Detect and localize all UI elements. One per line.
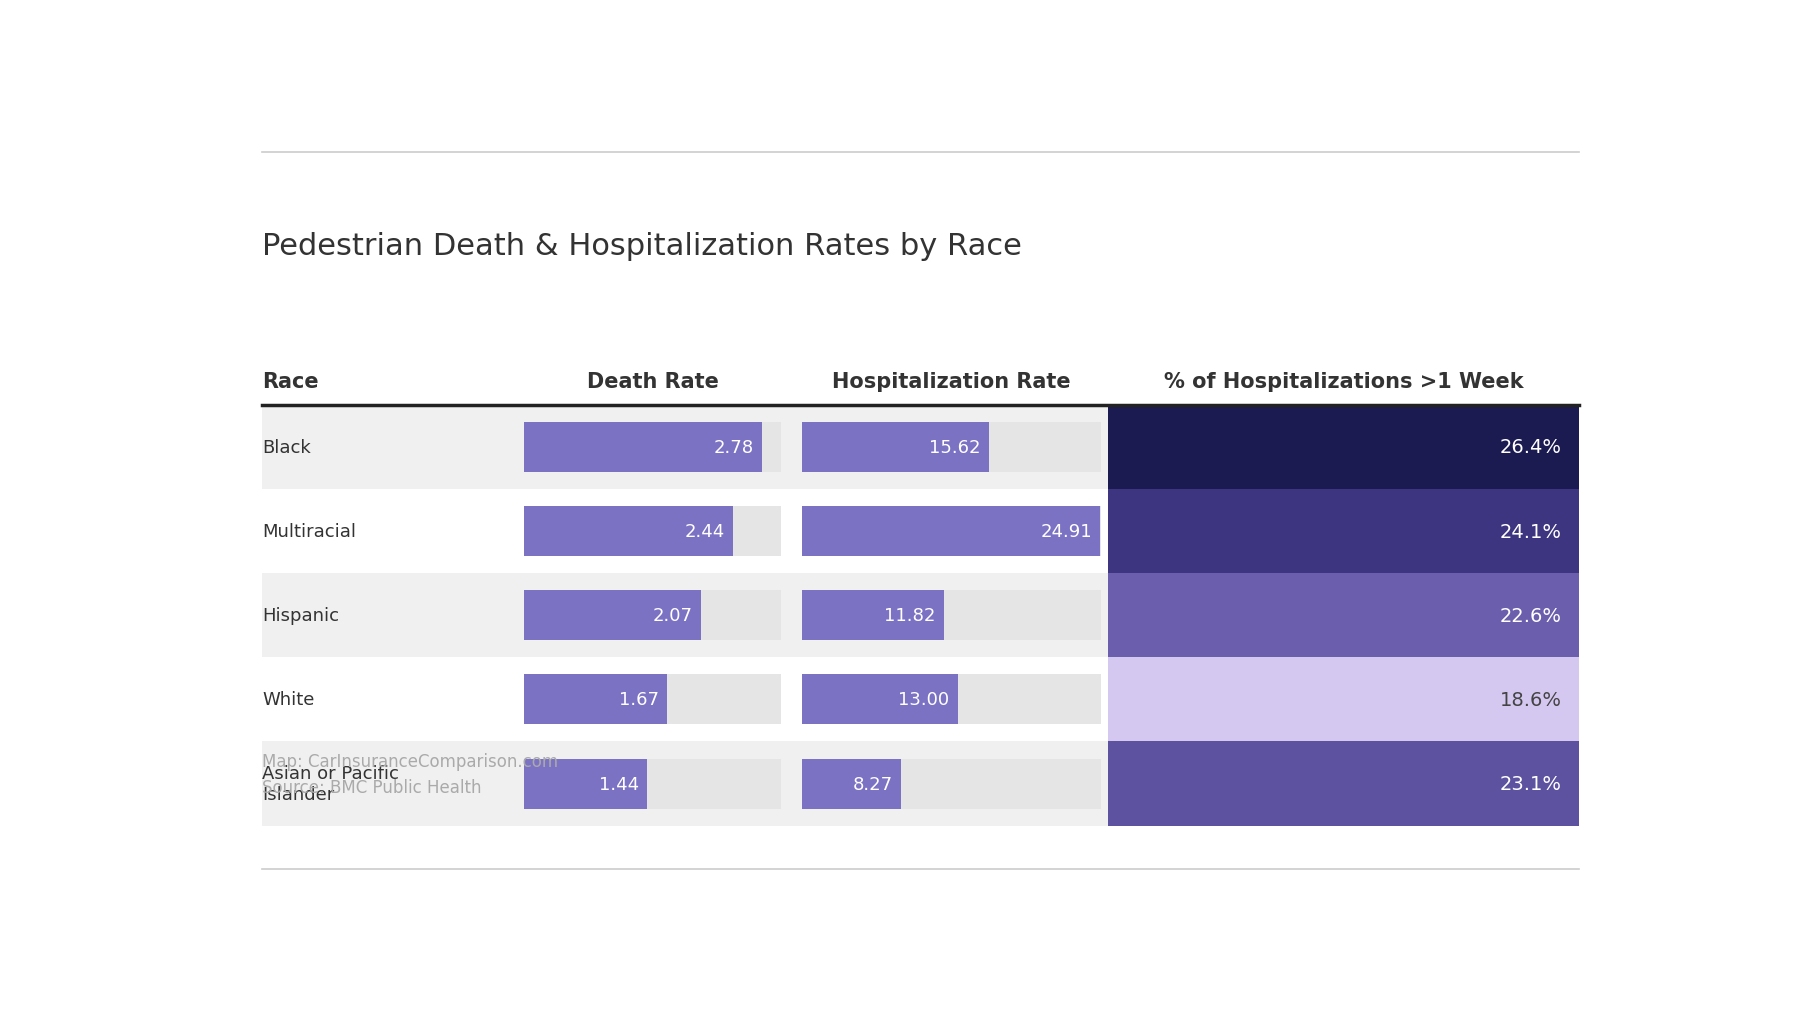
Text: Map: CarInsuranceComparison.com
Source: BMC Public Health: Map: CarInsuranceComparison.com Source: … [262, 752, 559, 797]
Bar [524, 759, 647, 809]
Text: White: White [262, 691, 314, 709]
Text: Multiracial: Multiracial [262, 523, 356, 541]
Bar [1108, 489, 1579, 573]
Text: 11.82: 11.82 [884, 607, 936, 625]
Text: 26.4%: 26.4% [1500, 438, 1563, 457]
Text: 8.27: 8.27 [853, 774, 893, 793]
Bar [524, 423, 781, 472]
Bar [803, 423, 990, 472]
Text: Black: Black [262, 439, 311, 457]
Bar [1108, 658, 1579, 742]
Bar [262, 658, 1108, 742]
Bar [524, 759, 781, 809]
Bar [1108, 742, 1579, 826]
Bar [524, 507, 733, 556]
Bar [803, 507, 1101, 556]
Bar [803, 590, 943, 641]
Bar [262, 489, 1108, 573]
Text: 1.44: 1.44 [598, 774, 639, 793]
Text: 2.07: 2.07 [654, 607, 693, 625]
Text: 13.00: 13.00 [898, 691, 950, 709]
Bar [524, 590, 781, 641]
Text: 15.62: 15.62 [929, 439, 981, 457]
Text: % of Hospitalizations >1 Week: % of Hospitalizations >1 Week [1164, 372, 1523, 392]
Bar [524, 423, 762, 472]
Bar [262, 573, 1108, 658]
Text: Hospitalization Rate: Hospitalization Rate [833, 372, 1070, 392]
Text: 24.1%: 24.1% [1500, 522, 1563, 541]
Text: 1.67: 1.67 [620, 691, 659, 709]
Bar [803, 759, 1101, 809]
Text: Death Rate: Death Rate [587, 372, 718, 392]
Text: 22.6%: 22.6% [1500, 607, 1563, 625]
Bar [1108, 573, 1579, 658]
Text: Race: Race [262, 372, 318, 392]
Bar [524, 590, 702, 641]
Text: Pedestrian Death & Hospitalization Rates by Race: Pedestrian Death & Hospitalization Rates… [262, 232, 1022, 261]
Bar [803, 674, 1101, 725]
Bar [803, 590, 1101, 641]
Text: 2.78: 2.78 [713, 439, 754, 457]
Bar [1108, 405, 1579, 489]
Bar [262, 405, 1108, 489]
Bar [524, 674, 666, 725]
Bar [262, 742, 1108, 826]
Bar [803, 674, 957, 725]
Bar [524, 507, 781, 556]
Bar [803, 507, 1101, 556]
Text: 23.1%: 23.1% [1500, 774, 1563, 794]
Bar [524, 674, 781, 725]
Bar [803, 423, 1101, 472]
Text: 2.44: 2.44 [684, 523, 726, 541]
Text: 18.6%: 18.6% [1500, 691, 1563, 709]
Text: Asian or Pacific
Islander: Asian or Pacific Islander [262, 764, 399, 803]
Text: 24.91: 24.91 [1040, 523, 1092, 541]
Text: Hispanic: Hispanic [262, 607, 339, 625]
Bar [803, 759, 902, 809]
